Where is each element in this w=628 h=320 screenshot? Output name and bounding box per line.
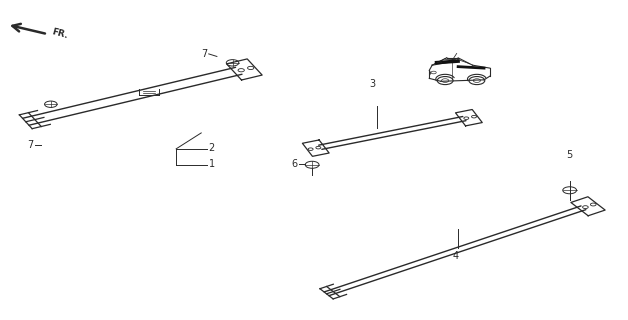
Text: 3: 3 <box>369 78 376 89</box>
Text: 1: 1 <box>208 159 215 169</box>
Text: FR.: FR. <box>50 28 68 41</box>
Text: 6: 6 <box>291 159 297 169</box>
Text: 7: 7 <box>201 49 207 59</box>
Text: 2: 2 <box>208 143 215 153</box>
Text: 7: 7 <box>28 140 34 150</box>
Text: 5: 5 <box>566 150 573 160</box>
Text: 4: 4 <box>453 251 458 261</box>
